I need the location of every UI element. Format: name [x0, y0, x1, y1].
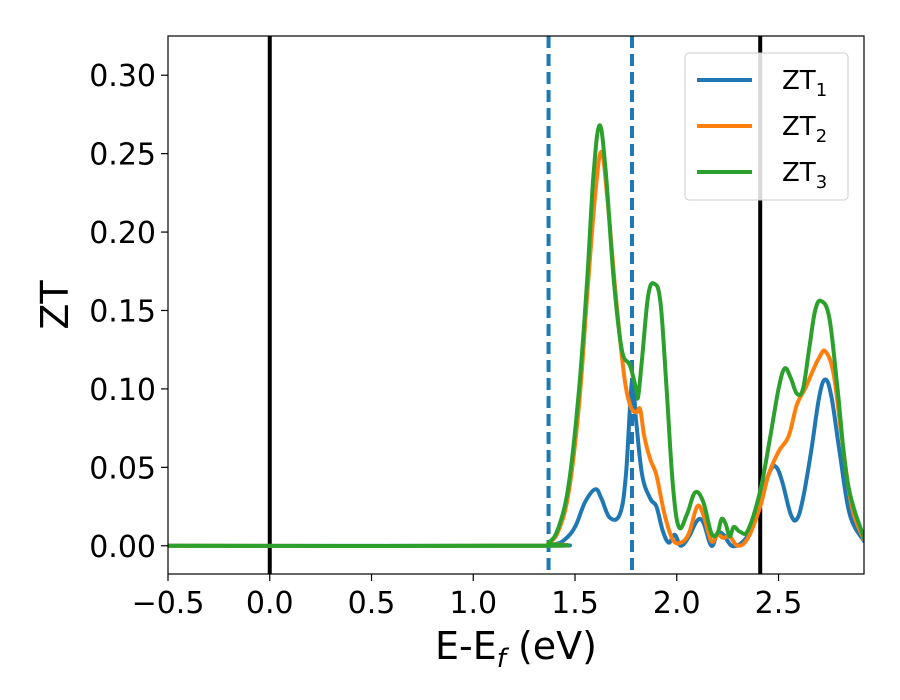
- y-tick-label: 0.20: [89, 216, 156, 251]
- x-tick-label: 1.0: [449, 586, 497, 621]
- series-lines: [168, 123, 864, 549]
- x-axis-label-main: E-E: [435, 624, 497, 668]
- legend-label-main: ZT: [782, 66, 816, 96]
- y-axis-label: ZT: [33, 280, 77, 330]
- x-tick-label: 2.0: [653, 586, 701, 621]
- legend-label-main: ZT: [782, 112, 816, 142]
- x-tick-label: 2.5: [755, 586, 803, 621]
- y-tick-label: 0.10: [89, 373, 156, 408]
- x-axis-ticks: −0.5 0.0 0.5 1.0 1.5 2.0 2.5: [132, 574, 803, 621]
- x-axis-label: E-Ef (eV): [435, 624, 597, 674]
- legend-label-zt1: ZT1: [782, 66, 827, 101]
- legend-label-subscript: 1: [816, 80, 827, 101]
- series-line-zt3: [168, 123, 864, 549]
- y-tick-label: 0.00: [89, 530, 156, 565]
- legend-label-subscript: 2: [816, 126, 827, 147]
- x-axis-label-rest: (eV): [506, 624, 597, 668]
- legend-label-zt3: ZT3: [782, 158, 827, 193]
- legend-label-main: ZT: [782, 158, 816, 188]
- y-tick-label: 0.05: [89, 451, 156, 486]
- y-tick-label: 0.25: [89, 138, 156, 173]
- legend-label-zt2: ZT2: [782, 112, 827, 147]
- legend-frame: [684, 52, 849, 201]
- x-tick-label: 1.5: [551, 586, 599, 621]
- plot-area-frame: [167, 35, 865, 575]
- x-tick-label: −0.5: [132, 586, 205, 621]
- y-tick-label: 0.15: [89, 294, 156, 329]
- x-tick-label: 0.0: [246, 586, 294, 621]
- y-axis-ticks: 0.00 0.05 0.10 0.15 0.20 0.25 0.30: [89, 59, 168, 565]
- y-tick-label: 0.30: [89, 59, 156, 94]
- legend-label-subscript: 3: [816, 172, 827, 193]
- x-tick-label: 0.5: [348, 586, 396, 621]
